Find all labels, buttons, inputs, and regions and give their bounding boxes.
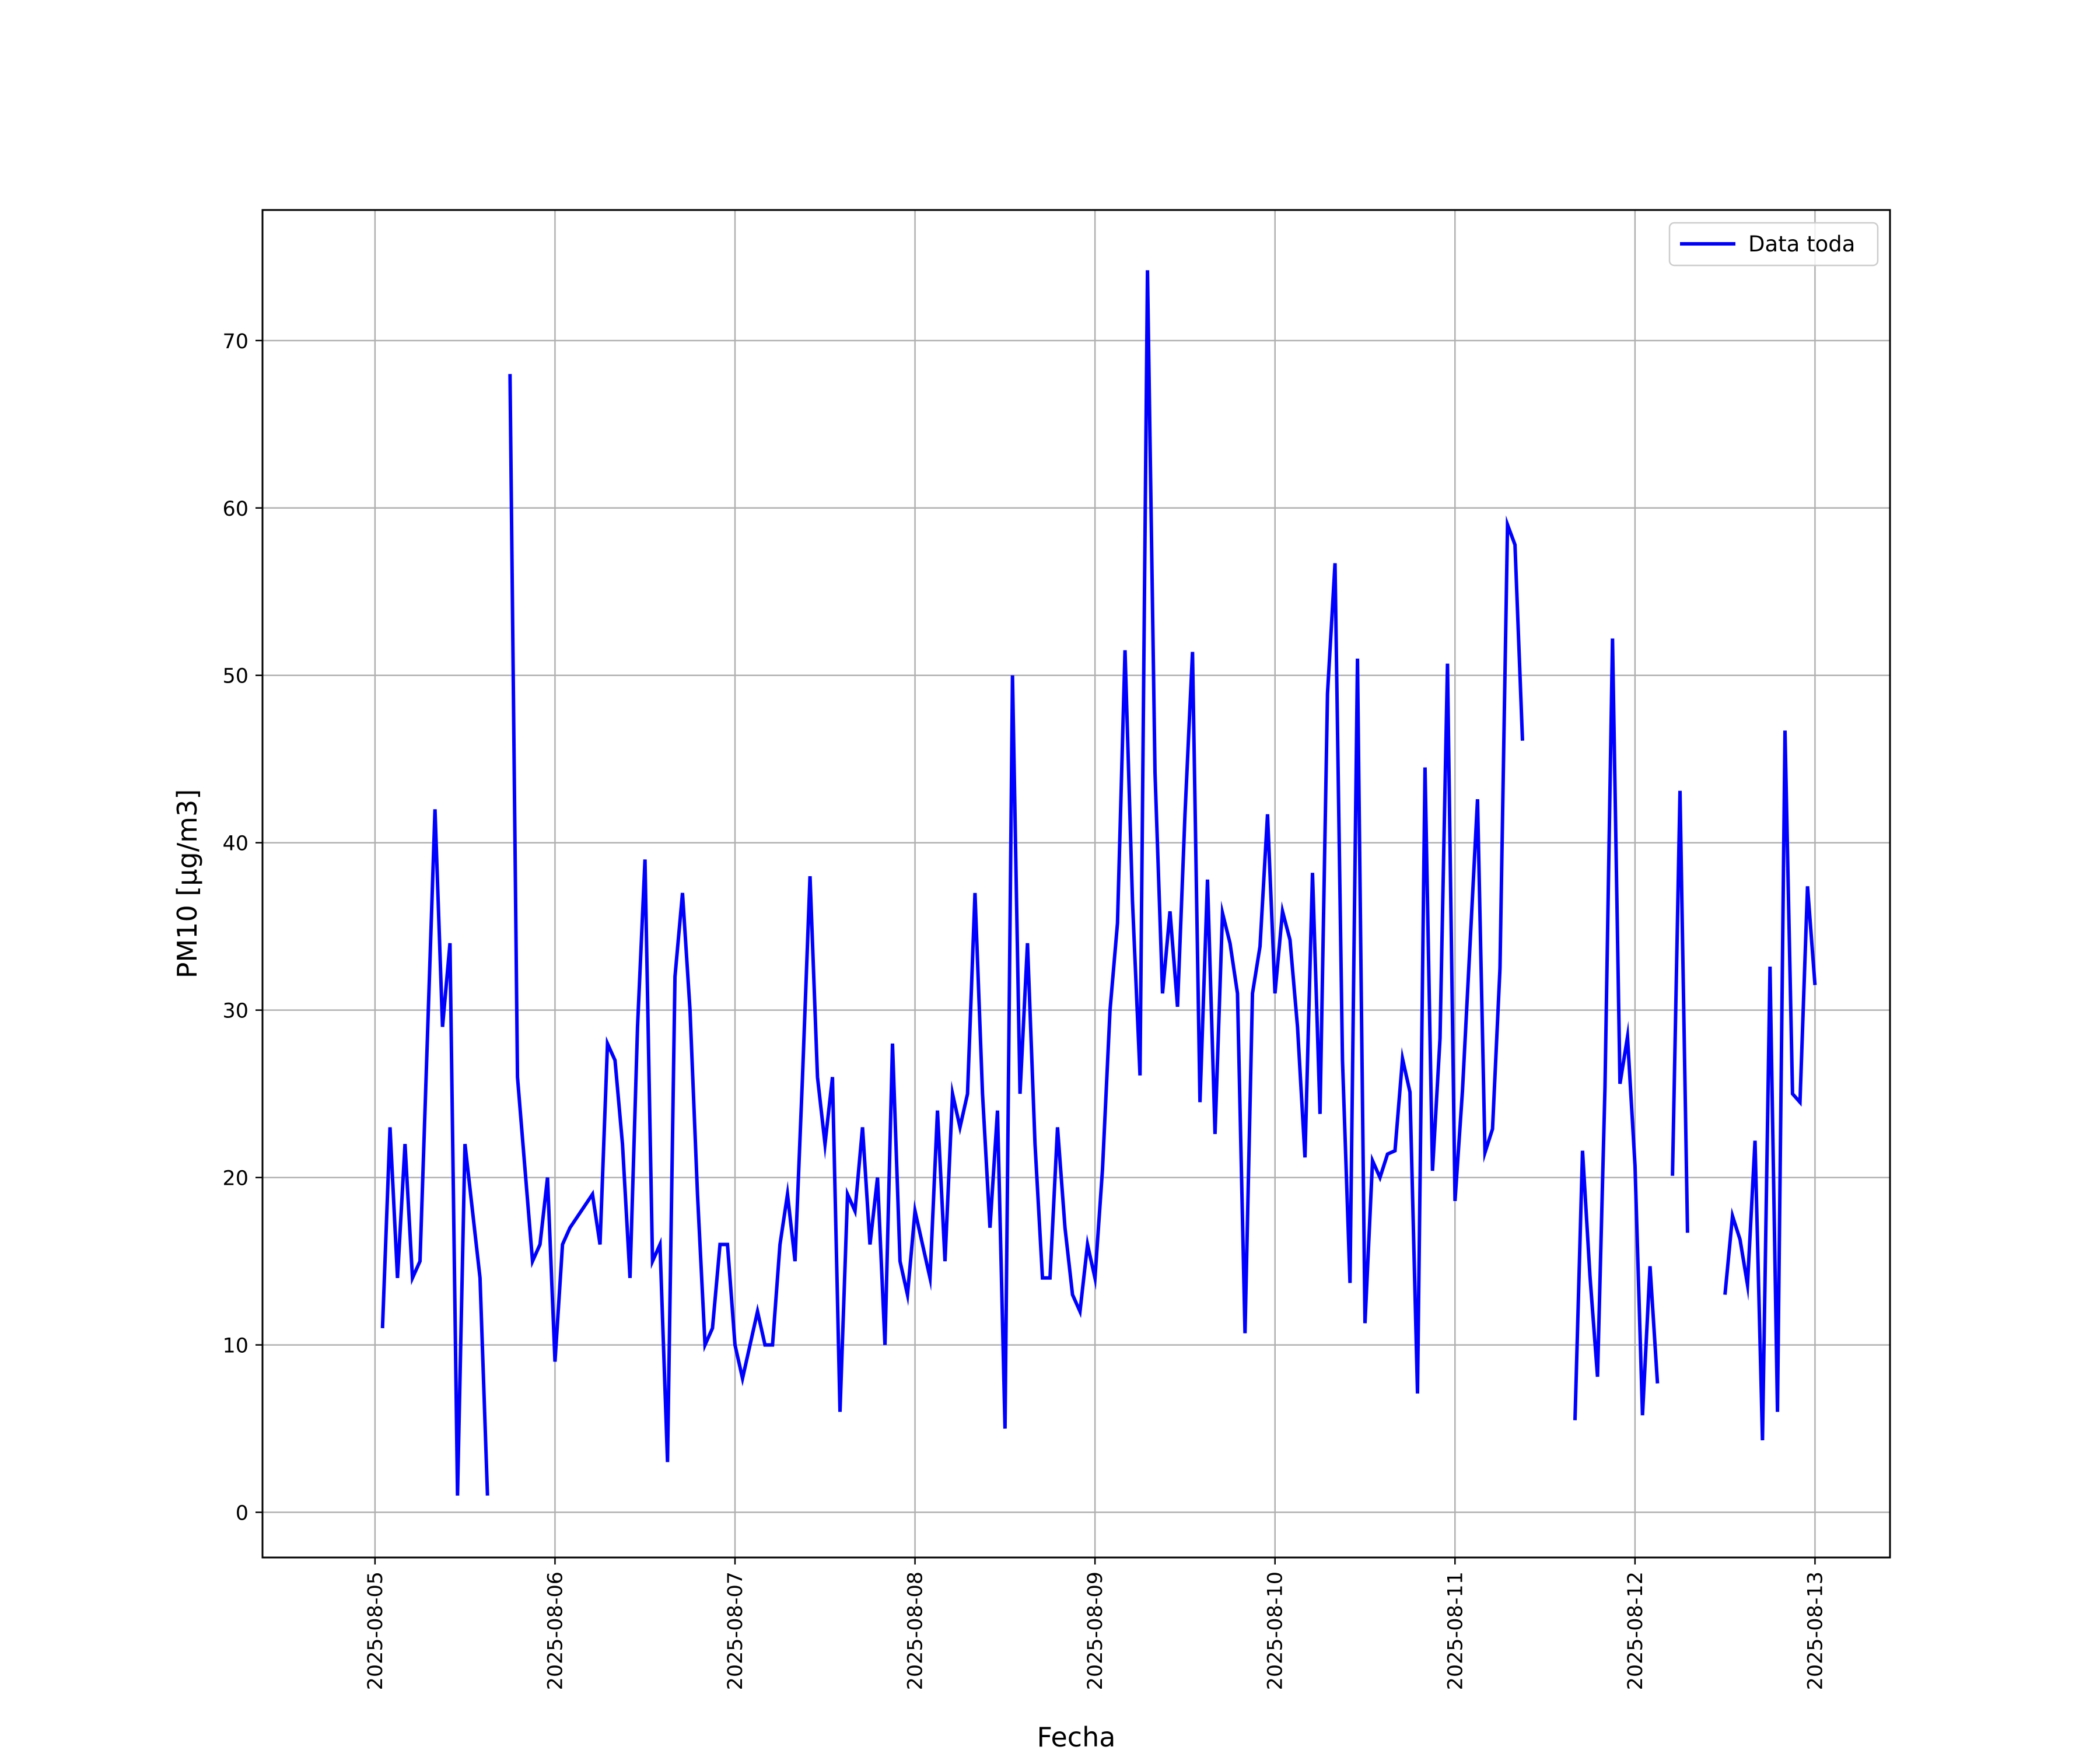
y-axis: 0 10 20 30 40 50 60 70: [222, 330, 262, 1525]
x-axis-title: Fecha: [1037, 1721, 1116, 1750]
y-axis-title: PM10 [μg/m3]: [172, 789, 203, 979]
legend: Data toda: [1668, 222, 1879, 267]
x-tick-label: 2025-08-10: [1264, 1572, 1287, 1690]
y-tick-label: 50: [222, 665, 249, 688]
x-tick-label: 2025-08-05: [364, 1572, 387, 1690]
legend-frame: [1668, 222, 1879, 267]
plot-frame: [261, 209, 1891, 1559]
x-tick-label: 2025-08-11: [1444, 1572, 1467, 1690]
series-line: [380, 270, 1817, 1496]
legend-label: Data toda: [1748, 232, 1855, 257]
y-tick-label: 40: [222, 832, 249, 856]
grid-lines: [262, 210, 1890, 1558]
x-tick-label: 2025-08-08: [904, 1572, 928, 1690]
x-tick-label: 2025-08-13: [1804, 1572, 1827, 1690]
x-tick-label: 2025-08-12: [1624, 1572, 1647, 1690]
series-group: [380, 270, 1817, 1496]
y-tick-label: 60: [222, 498, 249, 521]
y-tick-label: 10: [222, 1335, 249, 1358]
y-tick-label: 0: [236, 1502, 249, 1525]
x-tick-label: 2025-08-09: [1084, 1572, 1107, 1690]
x-tick-label: 2025-08-07: [724, 1572, 747, 1690]
x-axis: 2025-08-05 2025-08-06 2025-08-07 2025-08-08…: [364, 1558, 1827, 1690]
y-tick-label: 30: [222, 1000, 249, 1023]
y-tick-label: 70: [222, 330, 249, 354]
y-tick-label: 20: [222, 1167, 249, 1191]
x-tick-label: 2025-08-06: [544, 1572, 567, 1690]
